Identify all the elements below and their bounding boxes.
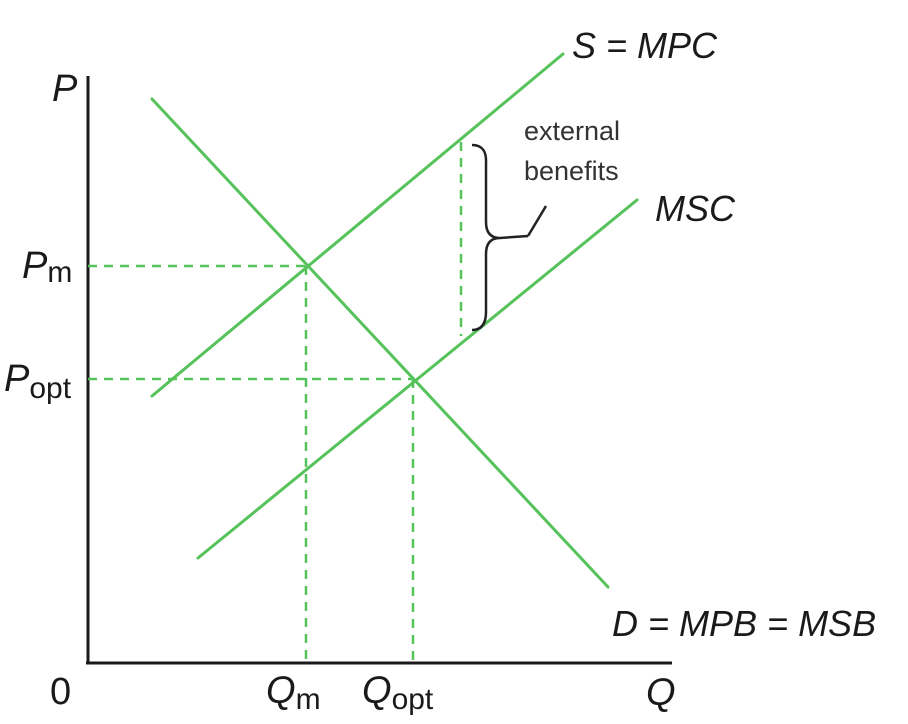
popt-label-sub: opt: [29, 372, 71, 405]
origin-label: 0: [50, 671, 71, 713]
brace-pointer: [499, 234, 529, 240]
qopt-label-sub: opt: [392, 683, 434, 716]
popt-label: Popt: [4, 358, 72, 405]
x-axis-label: Q: [646, 672, 676, 714]
external-benefits-label-line2: benefits: [524, 156, 619, 186]
pm-label-sub: m: [47, 256, 72, 289]
external-benefits-brace: [471, 143, 501, 332]
guide-lines: [88, 142, 463, 663]
supply-curve-label: S = MPC: [572, 25, 718, 66]
external-benefits-label-line1: external: [524, 116, 620, 146]
y-axis-label: P: [52, 68, 78, 110]
pm-label: Pm: [22, 245, 72, 289]
qm-label-main: Q: [266, 670, 296, 712]
supply-mpc-curve: [150, 52, 565, 398]
demand-curve-label: D = MPB = MSB: [612, 603, 876, 644]
qopt-label-main: Q: [362, 670, 392, 712]
msc-curve: [196, 198, 639, 560]
qopt-label: Qopt: [362, 670, 434, 716]
demand-mpb-msb-curve: [150, 97, 610, 589]
qm-label-sub: m: [296, 683, 321, 716]
msc-curve-label: MSC: [655, 188, 736, 229]
pm-label-main: P: [22, 245, 48, 287]
brace-pointer-2: [526, 205, 548, 237]
qm-label: Qm: [266, 670, 321, 716]
popt-label-main: P: [4, 358, 30, 400]
